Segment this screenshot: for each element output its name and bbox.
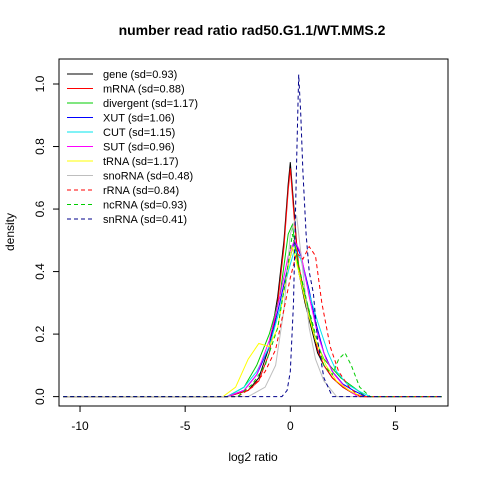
y-axis-title: density (3, 213, 17, 251)
plot-frame (58, 58, 449, 407)
legend-label: ncRNA (sd=0.93) (103, 200, 187, 212)
series-line-9 (63, 245, 442, 398)
legend-label: divergent (sd=1.17) (103, 98, 198, 110)
legend-label: CUT (sd=1.15) (103, 127, 175, 139)
y-tick-label: 1.0 (33, 75, 47, 92)
y-tick-label: 0.6 (33, 200, 47, 217)
y-tick-label: 0.8 (33, 138, 47, 155)
legend-label: tRNA (sd=1.17) (103, 156, 179, 168)
legend-label: SUT (sd=0.96) (103, 142, 175, 154)
legend-label: mRNA (sd=0.88) (103, 84, 185, 96)
series-line-11 (63, 74, 442, 398)
x-tick-label: -5 (180, 419, 191, 433)
y-tick-label: 0.4 (33, 263, 47, 280)
legend-label: gene (sd=0.93) (103, 69, 177, 81)
series-line-8 (63, 215, 442, 398)
series-line-6 (63, 239, 442, 398)
x-tick-label: -10 (71, 419, 89, 433)
series-line-1 (63, 162, 442, 398)
y-tick-label: 0.2 (33, 325, 47, 342)
x-tick-label: 5 (392, 419, 399, 433)
legend-label: XUT (sd=1.06) (103, 113, 175, 125)
legend: gene (sd=0.93) mRNA (sd=0.88) divergent (s… (67, 69, 198, 226)
x-tick-label: 0 (287, 419, 294, 433)
series-line-5 (63, 248, 442, 398)
chart-title: number read ratio rad50.G1.1/WT.MMS.2 (119, 22, 386, 38)
series-line-3 (63, 222, 442, 398)
x-axis-title: log2 ratio (228, 450, 278, 464)
series-line-10 (63, 234, 442, 398)
series-layer (63, 74, 442, 398)
series-line-7 (63, 246, 442, 398)
y-axis: 0.0 0.2 0.4 0.6 0.8 1.0 (33, 75, 59, 405)
legend-label: rRNA (sd=0.84) (103, 185, 179, 197)
legend-label: snoRNA (sd=0.48) (103, 171, 193, 183)
legend-label: snRNA (sd=0.41) (103, 214, 187, 226)
y-tick-label: 0.0 (33, 388, 47, 405)
x-axis: -10 -5 0 5 (71, 406, 399, 433)
